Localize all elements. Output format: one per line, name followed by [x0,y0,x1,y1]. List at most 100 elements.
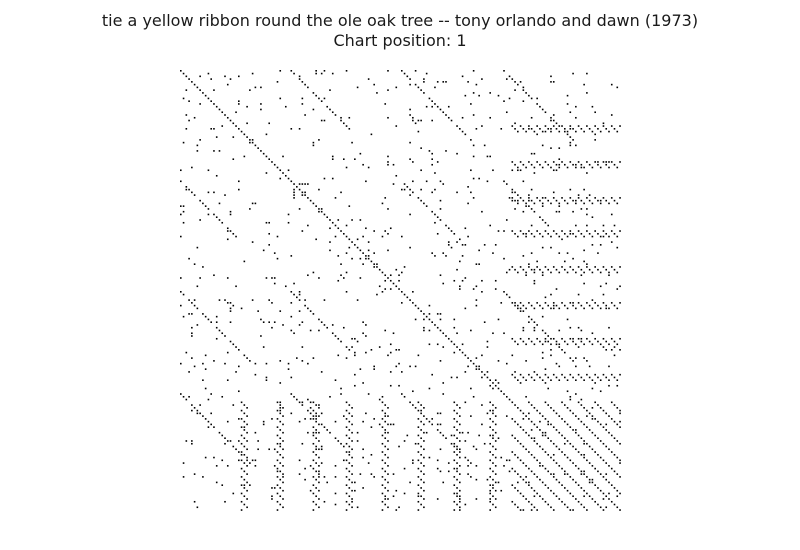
diagonal-point [486,376,489,379]
common-word-point [401,235,403,238]
refrain-match-point [605,462,608,464]
refrain-match-point [348,478,351,481]
match-point [459,238,461,241]
match-point [312,313,315,315]
common-word-point [279,382,282,384]
refrain-match-point [602,337,605,340]
common-word-point [436,412,439,415]
refrain-match-point [558,415,561,417]
match-point [204,315,207,318]
refrain-match-point [530,199,533,202]
refrain-match-point [591,130,594,133]
refrain-match-point [381,509,384,511]
refrain-match-point [594,451,596,453]
common-word-point [254,362,257,365]
common-word-point [412,119,414,122]
refrain-match-point [555,163,558,166]
refrain-match-point [616,407,619,409]
match-point [293,72,295,75]
common-word-point [356,340,359,343]
match-point [191,191,193,194]
refrain-match-point [580,304,583,307]
refrain-match-point [345,418,348,420]
common-word-point [605,423,608,426]
refrain-match-point [613,163,616,166]
match-point [569,136,572,138]
common-word-point [525,360,527,362]
refrain-match-point [619,459,621,462]
refrain-match-point [530,232,533,235]
common-word-point [301,97,304,100]
common-word-point [215,337,218,340]
common-word-point [254,431,257,434]
common-word-point [315,448,317,451]
common-word-point [464,371,467,373]
refrain-match-point [572,376,574,379]
diagonal-point [389,279,392,282]
common-word-point [552,453,555,456]
diagonal-point [260,150,262,152]
refrain-match-point [530,268,533,271]
refrain-match-point [381,467,384,470]
common-word-point [450,246,453,249]
refrain-match-point [561,230,563,232]
refrain-match-point [522,462,525,464]
refrain-match-point [599,440,602,442]
common-word-point [260,86,262,89]
diagonal-point [296,186,298,188]
refrain-match-point [519,373,522,376]
refrain-match-point [318,506,320,509]
diagonal-point [326,216,329,219]
common-word-point [577,326,580,329]
common-word-point [572,72,574,75]
refrain-match-point [276,409,279,412]
refrain-match-point [459,498,461,500]
match-point [226,227,229,230]
common-word-point [398,274,400,277]
common-word-point [472,155,475,158]
common-word-point [525,232,527,235]
refrain-match-point [276,442,279,445]
refrain-match-point [494,448,497,451]
refrain-match-point [240,451,243,453]
common-word-point [580,166,583,169]
refrain-match-point [533,166,536,169]
diagonal-point [226,116,229,119]
refrain-match-point [599,166,602,169]
common-word-point [273,487,276,489]
refrain-match-point [539,495,541,498]
diagonal-point [312,202,315,205]
common-word-point [602,235,605,238]
common-word-point [381,235,384,238]
common-word-point [309,418,312,420]
match-point [188,299,190,301]
common-word-point [608,365,610,368]
match-point [331,332,334,335]
refrain-match-point [558,166,561,169]
refrain-match-point [243,495,246,498]
match-point [428,97,431,100]
diagonal-point [323,213,326,216]
refrain-match-point [577,337,580,340]
common-word-point [304,299,306,301]
refrain-match-point [550,423,552,426]
common-word-point [279,97,282,100]
refrain-match-point [240,434,243,437]
match-point [340,340,342,343]
refrain-match-point [613,268,616,271]
refrain-match-point [525,343,527,346]
refrain-match-point [420,462,422,464]
refrain-match-point [456,453,458,456]
refrain-match-point [613,376,616,379]
refrain-match-point [514,420,516,423]
common-word-point [492,434,494,437]
common-word-point [572,257,574,260]
match-point [232,232,235,235]
common-word-point [508,470,511,473]
common-word-point [434,172,436,174]
common-word-point [271,418,273,420]
common-word-point [342,326,345,329]
match-point [456,448,458,451]
common-word-point [602,122,605,125]
common-word-point [525,476,527,478]
